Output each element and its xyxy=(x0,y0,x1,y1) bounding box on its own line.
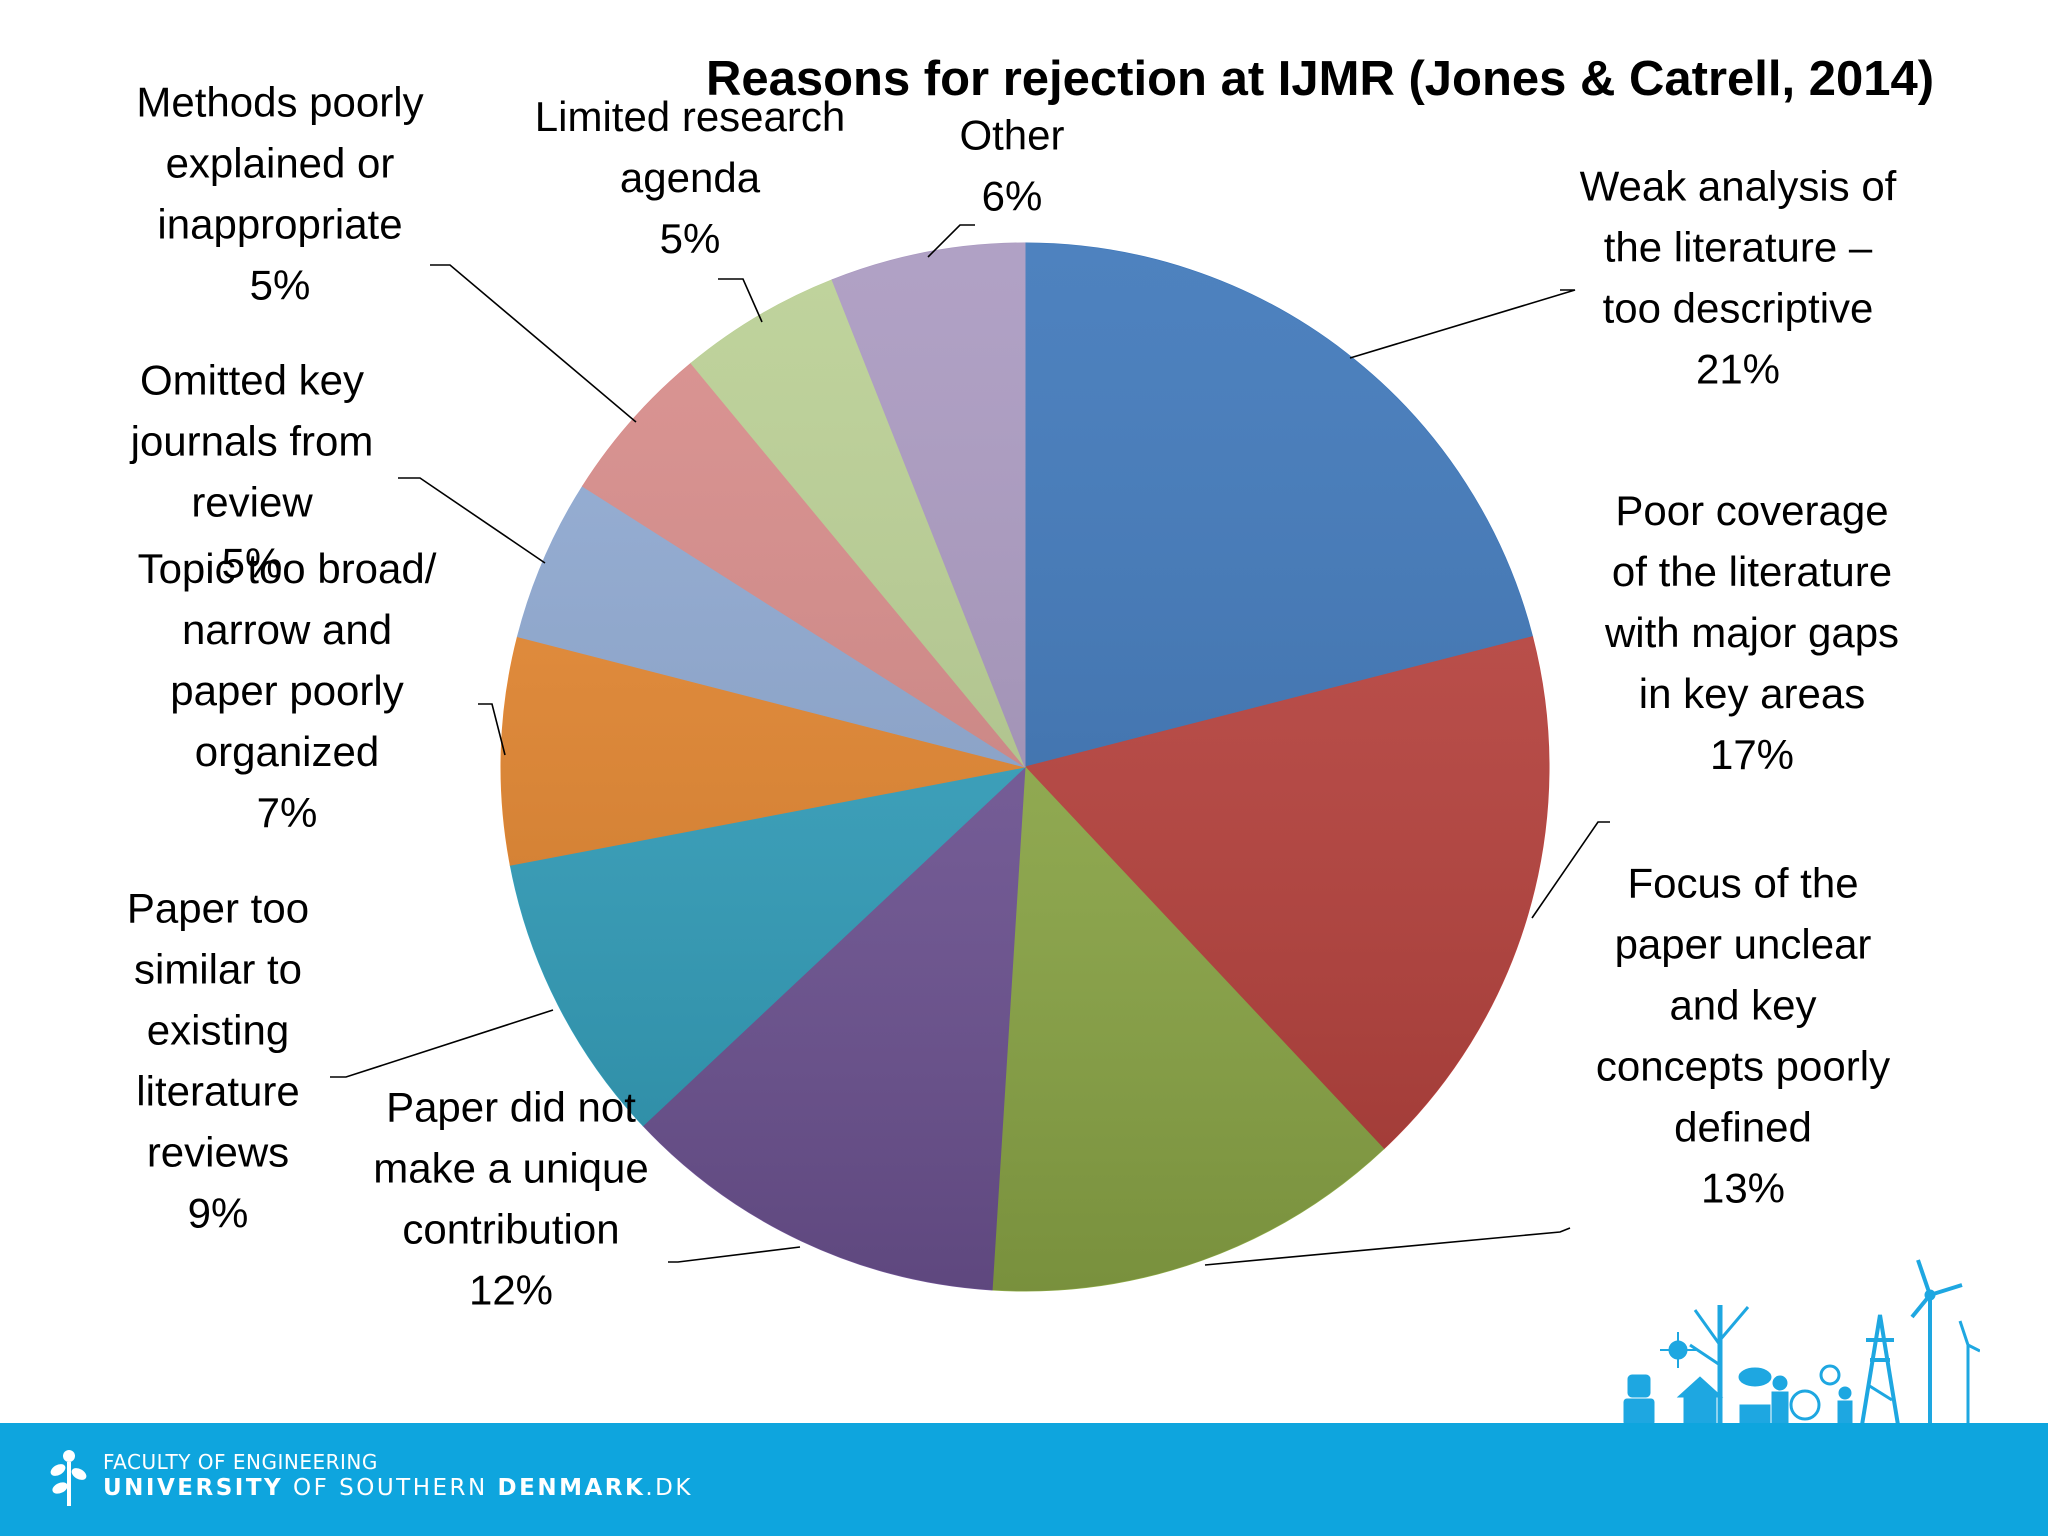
slice-label-8: Methods poorly explained or inappropriate 5… xyxy=(136,79,423,309)
slice-label-line: Topic too broad/ xyxy=(138,545,437,592)
slice-percent-label: 12% xyxy=(469,1267,553,1314)
slice-label-line: Limited research xyxy=(535,93,845,140)
chart-title: Reasons for rejection at IJMR (Jones & C… xyxy=(706,52,1934,106)
slice-label-line: journals from xyxy=(129,418,374,465)
slice-label-6: Topic too broad/narrow and paper poorly or… xyxy=(138,545,437,836)
leader-line-2 xyxy=(1531,821,1610,919)
data-labels: Weak analysis of the literature – too desc… xyxy=(127,79,1899,1314)
sustainability-illustration xyxy=(1623,1259,1980,1425)
slice-label-line: inappropriate xyxy=(157,201,402,248)
university-logo-icon xyxy=(50,1450,87,1506)
slice-label-line: Paper did not xyxy=(386,1084,636,1131)
slice-label-line: in key areas xyxy=(1639,670,1865,717)
slice-percent-label: 9% xyxy=(188,1190,249,1237)
slice-label-line: Weak analysis of xyxy=(1580,163,1897,210)
slice-label-line: of the literature xyxy=(1612,548,1892,595)
slice-label-line: and key xyxy=(1669,982,1816,1029)
slice-label-line: Focus of the xyxy=(1627,860,1858,907)
slice-percent-label: 6% xyxy=(982,173,1043,220)
leader-line-9 xyxy=(718,278,763,323)
slice-percent-label: 5% xyxy=(660,215,721,262)
slice-percent-label: 17% xyxy=(1710,731,1794,778)
footer-bar: FACULTY OF ENGINEERING UNIVERSITY OF SOU… xyxy=(0,1423,2048,1536)
faculty-name: FACULTY OF ENGINEERING xyxy=(103,1450,378,1474)
slice-label-line: paper poorly xyxy=(170,667,403,714)
slice-label-line: existing xyxy=(147,1007,289,1054)
slice-label-3: Focus of the paper unclear and key concepts… xyxy=(1596,860,1890,1212)
slice-label-line: organized xyxy=(195,728,379,775)
leader-line-4 xyxy=(668,1246,801,1263)
slice-percent-label: 5% xyxy=(222,540,283,587)
university-name: UNIVERSITY OF SOUTHERN DENMARK.DK xyxy=(103,1474,693,1502)
slice-label-10: Other 6% xyxy=(959,112,1064,220)
slice-label-line: similar to xyxy=(134,946,302,993)
slice-label-line: reviews xyxy=(147,1129,289,1176)
slice-label-line: Methods poorly xyxy=(136,79,423,126)
slice-label-7: Omitted key journals from review 5% xyxy=(129,357,374,587)
slice-label-line: Paper too xyxy=(127,885,309,932)
slice-label-line: Omitted key xyxy=(140,357,364,404)
leader-line-5 xyxy=(330,1009,554,1078)
of-southern-words: OF SOUTHERN xyxy=(292,1475,488,1501)
slice-label-line: make a unique xyxy=(373,1145,649,1192)
slice-percent-label: 5% xyxy=(250,262,311,309)
slice-label-4: Paper did not make a unique contribution 12… xyxy=(373,1084,649,1314)
slice-percent-label: 7% xyxy=(257,789,318,836)
leader-lines xyxy=(330,224,1610,1266)
slice-percent-label: 13% xyxy=(1701,1165,1785,1212)
slice-label-5: Paper too similar to existing literature rev… xyxy=(127,885,309,1237)
slice-label-line: narrow and xyxy=(182,606,392,653)
slice-label-line: agenda xyxy=(620,154,761,201)
slice-label-line: the literature – xyxy=(1604,224,1873,271)
pie-slices xyxy=(500,242,1550,1292)
denmark-word: DENMARK xyxy=(497,1475,646,1501)
domain-suffix: .DK xyxy=(645,1475,693,1501)
slice-label-line: explained or xyxy=(166,140,395,187)
leader-line-3 xyxy=(1204,1227,1571,1266)
slice-label-line: review xyxy=(191,479,313,526)
footer-text: FACULTY OF ENGINEERING UNIVERSITY OF SOU… xyxy=(103,1450,693,1502)
slice-label-line: contribution xyxy=(402,1206,619,1253)
slice-label-line: concepts poorly xyxy=(1596,1043,1890,1090)
slice-label-line: too descriptive xyxy=(1603,285,1874,332)
slice-label-line: Other xyxy=(959,112,1064,159)
leader-line-1 xyxy=(1349,289,1576,359)
university-word: UNIVERSITY xyxy=(103,1475,284,1501)
slice-label-line: with major gaps xyxy=(1604,609,1899,656)
slice-label-1: Weak analysis of the literature – too desc… xyxy=(1580,163,1897,393)
leader-line-10 xyxy=(927,224,975,258)
leader-line-7 xyxy=(398,477,546,564)
slice-label-line: Poor coverage xyxy=(1615,487,1888,534)
slice-label-line: literature xyxy=(136,1068,299,1115)
slice-label-9: Limited research agenda 5% xyxy=(535,93,845,262)
slice-percent-label: 21% xyxy=(1696,346,1780,393)
leader-line-6 xyxy=(478,703,506,756)
slice-label-line: defined xyxy=(1674,1104,1812,1151)
slice-label-2: Poor coverage of the literature with major… xyxy=(1604,487,1899,778)
slice-label-line: paper unclear xyxy=(1615,921,1872,968)
leader-line-8 xyxy=(430,264,637,423)
